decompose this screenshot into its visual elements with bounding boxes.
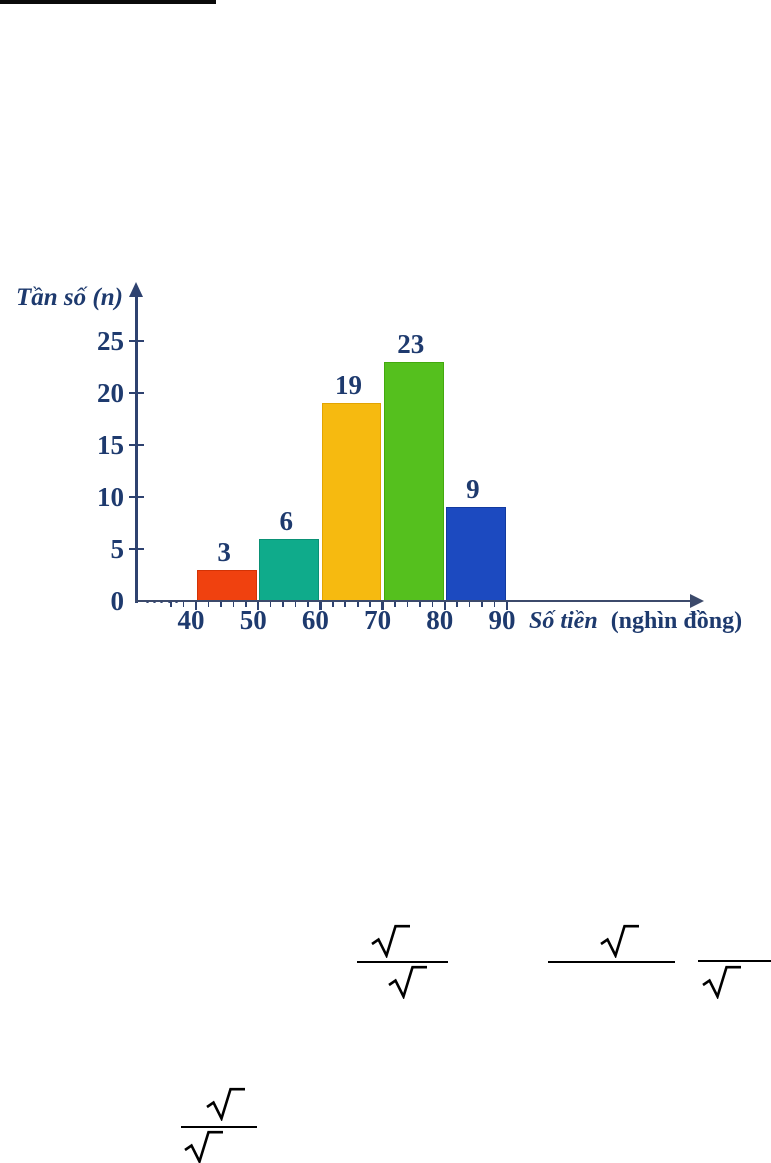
y-tick-label: 10 bbox=[97, 482, 124, 512]
x-axis-minor-tick bbox=[406, 601, 409, 607]
bar-value-label: 9 bbox=[466, 474, 480, 505]
histogram-bar bbox=[383, 361, 444, 601]
x-axis-minor-tick bbox=[369, 601, 371, 607]
bar-value-label: 19 bbox=[335, 370, 362, 401]
x-axis-minor-tick bbox=[431, 601, 434, 607]
y-axis-arrow-icon bbox=[129, 282, 143, 297]
x-axis-minor-tick bbox=[307, 601, 309, 607]
histogram-bar bbox=[321, 403, 382, 601]
x-axis-title-main: Số tiền bbox=[529, 608, 598, 634]
x-axis-minor-tick bbox=[481, 601, 483, 607]
x-axis-minor-tick bbox=[394, 601, 396, 607]
x-axis-tick bbox=[194, 601, 198, 610]
top-rule bbox=[0, 0, 216, 4]
x-tick-label: 80 bbox=[426, 605, 454, 635]
math-fraction bbox=[548, 924, 675, 969]
x-axis-minor-tick bbox=[419, 601, 421, 607]
math-fraction bbox=[357, 924, 448, 1004]
x-axis-minor-tick bbox=[244, 601, 247, 607]
x-axis-tick bbox=[443, 601, 447, 610]
y-axis-line bbox=[135, 295, 138, 603]
x-axis-minor-tick bbox=[468, 601, 471, 607]
bar-value-label: 6 bbox=[279, 505, 294, 536]
sqrt-icon bbox=[388, 965, 427, 999]
x-axis-title: Số tiền (nghìn đồng) bbox=[529, 608, 742, 635]
x-axis-minor-tick bbox=[207, 601, 210, 607]
x-axis-minor-tick bbox=[220, 601, 222, 607]
x-axis-minor-tick bbox=[456, 601, 459, 607]
x-tick-label: 90 bbox=[488, 605, 516, 635]
y-axis-title: Tần số (n) bbox=[16, 284, 123, 311]
x-axis-minor-tick bbox=[182, 601, 185, 607]
math-fraction bbox=[181, 1087, 257, 1163]
x-axis-minor-tick bbox=[493, 601, 496, 607]
sqrt-icon bbox=[371, 924, 410, 958]
x-axis-tick bbox=[381, 601, 384, 610]
y-tick-label: 5 bbox=[110, 534, 125, 564]
sqrt-icon bbox=[206, 1087, 245, 1121]
x-axis-tick bbox=[319, 601, 322, 610]
x-axis-minor-tick bbox=[282, 601, 284, 607]
x-tick-label: 70 bbox=[364, 605, 392, 635]
x-axis-title-unit: (nghìn đồng) bbox=[610, 608, 743, 634]
fraction-bar bbox=[357, 961, 448, 964]
sqrt-icon bbox=[600, 924, 639, 958]
histogram-bar bbox=[446, 507, 506, 601]
sqrt-icon bbox=[702, 965, 741, 999]
x-axis-tick bbox=[256, 601, 260, 610]
y-tick-label: 25 bbox=[97, 326, 124, 356]
fraction-bar bbox=[698, 960, 771, 963]
histogram-bar bbox=[197, 569, 257, 601]
histogram-bar bbox=[259, 538, 320, 601]
x-axis-minor-tick bbox=[269, 601, 272, 607]
x-axis-minor-tick bbox=[344, 601, 347, 607]
x-axis-minor-tick bbox=[294, 601, 297, 607]
fraction-bar bbox=[548, 961, 675, 964]
x-tick-label: 60 bbox=[301, 605, 329, 635]
x-axis-minor-tick bbox=[332, 601, 334, 607]
x-axis-minor-tick bbox=[170, 601, 172, 607]
x-axis-minor-tick bbox=[356, 601, 359, 607]
bar-value-label: 3 bbox=[217, 536, 231, 567]
y-tick-label: 20 bbox=[97, 378, 124, 408]
y-tick-label: 0 bbox=[110, 586, 125, 616]
y-tick-label: 15 bbox=[97, 430, 124, 460]
x-tick-label: 40 bbox=[177, 605, 205, 635]
fraction-bar bbox=[181, 1126, 257, 1129]
x-axis-line bbox=[135, 599, 692, 603]
x-axis-tick bbox=[505, 601, 509, 610]
x-axis-arrow-icon bbox=[690, 594, 704, 608]
bar-value-label: 23 bbox=[397, 328, 425, 359]
math-fraction bbox=[698, 960, 771, 1005]
x-tick-label: 50 bbox=[239, 605, 267, 635]
x-axis-minor-tick bbox=[232, 601, 235, 607]
sqrt-icon bbox=[184, 1130, 223, 1163]
